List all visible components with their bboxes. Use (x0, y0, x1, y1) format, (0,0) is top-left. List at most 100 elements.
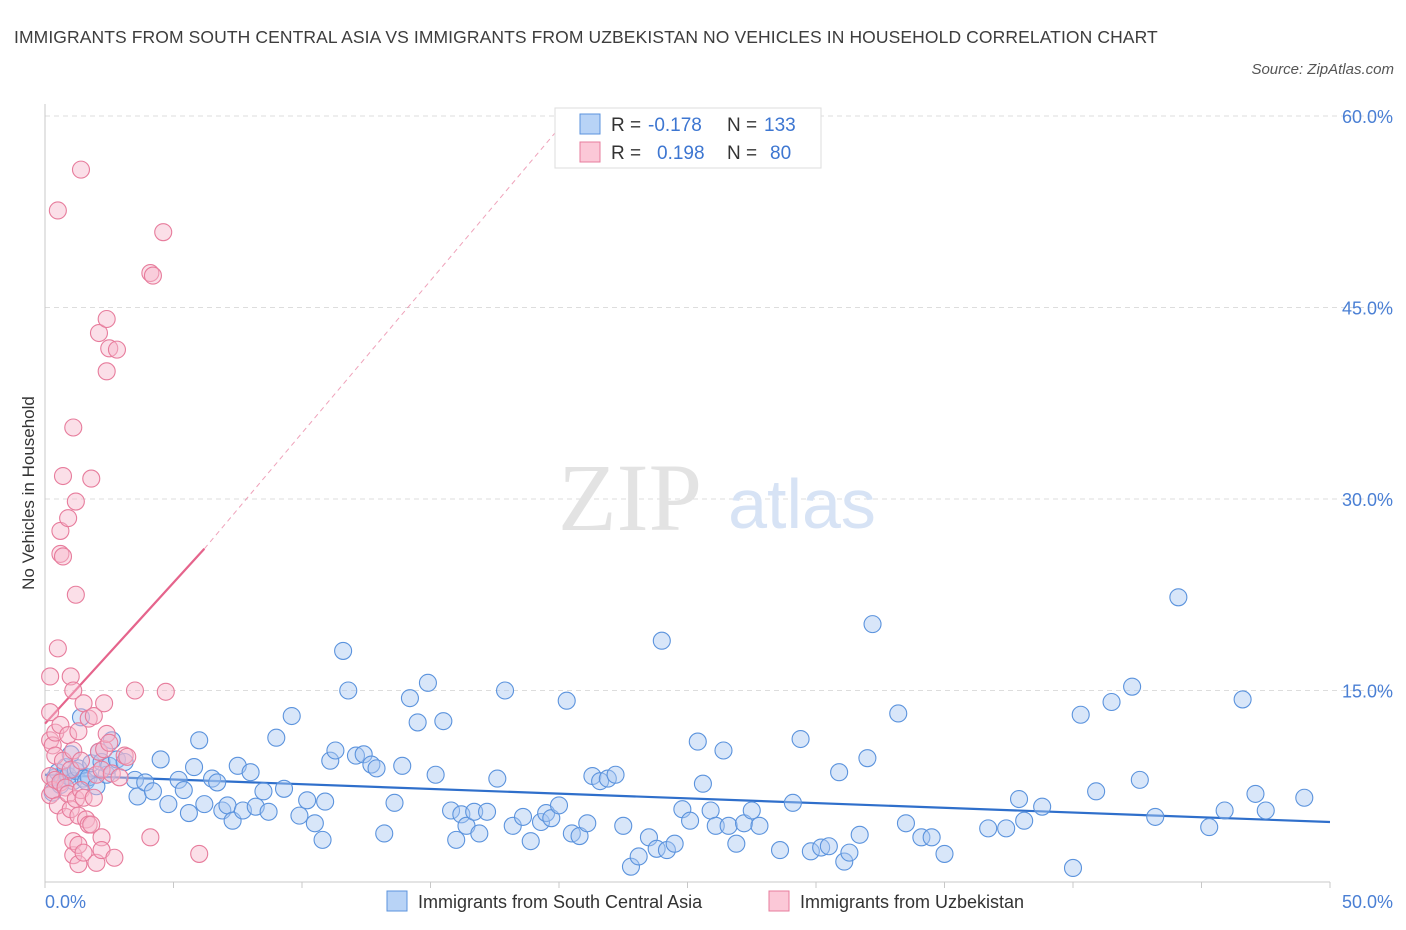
point-uzbekistan (92, 828, 111, 847)
point-south-central-asia (1215, 801, 1234, 820)
stats-r-value: 0.198 (657, 143, 705, 164)
point-south-central-asia (1169, 588, 1188, 607)
point-south-central-asia (922, 828, 941, 847)
point-south-central-asia (935, 844, 954, 863)
point-south-central-asia (701, 801, 720, 820)
point-south-central-asia (688, 732, 707, 751)
point-south-central-asia (321, 751, 340, 770)
point-south-central-asia (531, 812, 551, 832)
point-south-central-asia (159, 795, 178, 814)
point-south-central-asia (354, 745, 373, 764)
point-south-central-asia (549, 796, 569, 815)
point-uzbekistan (61, 667, 80, 686)
point-uzbekistan (82, 815, 101, 834)
point-south-central-asia (1015, 811, 1034, 830)
x-tick-label-min: 0.0% (45, 892, 86, 912)
point-uzbekistan (64, 846, 83, 865)
point-south-central-asia (367, 759, 386, 778)
point-south-central-asia (850, 825, 869, 844)
point-south-central-asia (254, 782, 273, 801)
trend-line-blue (44, 773, 1331, 824)
series-uzbekistan-points (41, 160, 209, 874)
point-uzbekistan (53, 547, 73, 566)
point-south-central-asia (693, 774, 712, 793)
point-south-central-asia (681, 811, 700, 830)
point-south-central-asia (282, 706, 301, 726)
point-south-central-asia (1233, 690, 1252, 709)
point-south-central-asia (375, 824, 394, 843)
watermark-zip: ZIP (558, 444, 702, 551)
point-uzbekistan (61, 760, 80, 779)
legend-label-uzbekistan: Immigrants from Uzbekistan (800, 892, 1024, 912)
point-south-central-asia (1146, 807, 1165, 826)
point-south-central-asia (1033, 797, 1052, 816)
y-tick-label: 30.0% (1342, 490, 1393, 510)
point-south-central-asia (179, 804, 198, 823)
point-uzbekistan (100, 339, 119, 358)
point-uzbekistan (105, 848, 124, 867)
point-south-central-asia (267, 728, 286, 747)
point-south-central-asia (385, 793, 404, 812)
point-south-central-asia (290, 806, 309, 825)
point-south-central-asia (346, 746, 366, 765)
point-uzbekistan (154, 223, 173, 242)
point-uzbekistan (125, 681, 144, 700)
stats-n-label: N = (727, 115, 757, 136)
stats-n-value: 133 (764, 115, 796, 136)
stats-swatch-pink (579, 141, 601, 163)
point-uzbekistan (74, 788, 93, 807)
point-south-central-asia (334, 641, 353, 660)
point-south-central-asia (339, 681, 358, 700)
point-south-central-asia (652, 631, 671, 650)
stats-r-label: R = (611, 115, 641, 136)
point-south-central-asia (1246, 784, 1265, 803)
stats-swatch-blue (579, 113, 601, 135)
point-south-central-asia (912, 828, 931, 847)
point-uzbekistan (46, 770, 65, 789)
point-south-central-asia (1087, 782, 1106, 801)
point-south-central-asia (750, 816, 769, 835)
point-uzbekistan (59, 509, 78, 528)
point-south-central-asia (614, 816, 633, 835)
stats-n-value: 80 (770, 143, 791, 164)
point-south-central-asia (408, 713, 427, 732)
point-south-central-asia (495, 681, 515, 700)
point-uzbekistan (143, 266, 162, 285)
point-uzbekistan (79, 709, 98, 728)
point-uzbekistan (110, 768, 129, 787)
point-uzbekistan (51, 715, 70, 735)
trend-lines (44, 115, 1331, 824)
point-south-central-asia (151, 750, 170, 769)
point-south-central-asia (714, 741, 733, 760)
legend-swatch-pink (768, 890, 790, 912)
trend-line-pink (44, 548, 206, 725)
point-south-central-asia (621, 857, 641, 876)
point-south-central-asia (169, 770, 188, 789)
point-uzbekistan (41, 667, 60, 686)
watermark-atlas: atlas (728, 465, 876, 543)
point-uzbekistan (82, 469, 101, 488)
point-south-central-asia (418, 673, 437, 692)
point-south-central-asia (259, 802, 278, 821)
point-south-central-asia (174, 781, 193, 800)
legend-swatch-blue (386, 890, 408, 912)
point-south-central-asia (896, 814, 916, 833)
point-uzbekistan (190, 844, 209, 863)
watermark: ZIP atlas (558, 444, 876, 551)
point-south-central-asia (185, 758, 204, 777)
point-south-central-asia (1102, 692, 1121, 712)
chart-source: Source: ZipAtlas.com (1251, 61, 1394, 78)
point-south-central-asia (819, 837, 838, 856)
stats-box: R = -0.178 N = 133 R = 0.198 N = 80 (554, 107, 822, 169)
point-south-central-asia (477, 802, 497, 821)
point-south-central-asia (770, 841, 790, 860)
point-south-central-asia (997, 819, 1016, 838)
point-south-central-asia (143, 782, 162, 801)
point-south-central-asia (840, 843, 859, 862)
point-south-central-asia (447, 830, 466, 849)
point-uzbekistan (64, 418, 83, 437)
point-south-central-asia (830, 763, 849, 782)
point-south-central-asia (812, 838, 831, 857)
point-south-central-asia (889, 704, 908, 723)
